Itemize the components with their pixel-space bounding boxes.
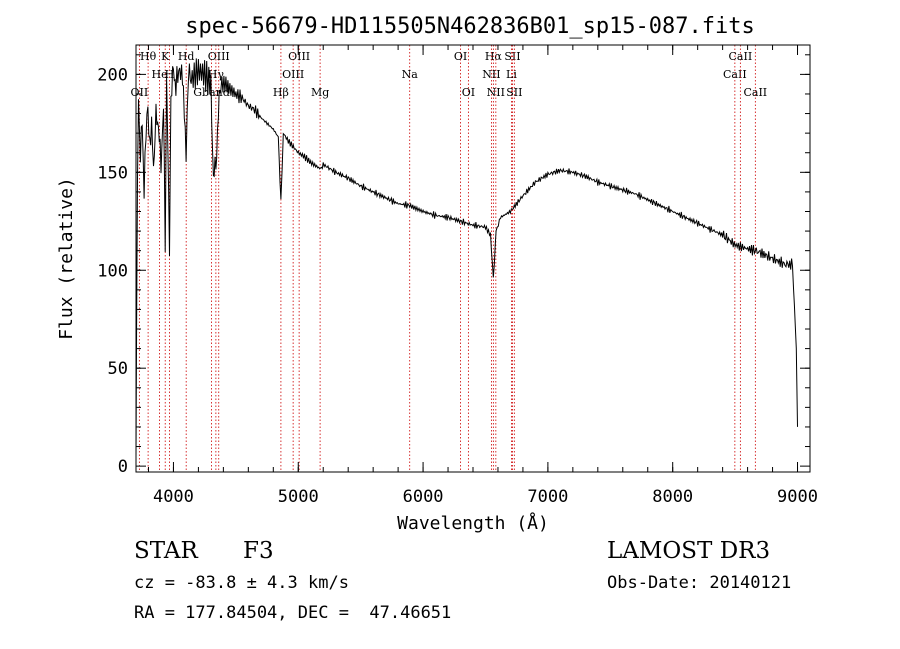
spectral-line-markers: Hθ K HdOIIHeHGbandOIIIHγHβOIIIOIIIMgNaOIOI…	[131, 45, 767, 472]
line-label-11: OIII	[288, 50, 310, 63]
redshift-velocity: cz = -83.8 ± 4.3 km/s	[134, 573, 349, 593]
line-label-18: NII	[487, 86, 505, 99]
line-label-0: Hθ	[140, 50, 157, 63]
flux-line	[135, 58, 798, 457]
axes: 4000 5000 6000 7000 8000 9000 0 50 100 150 200	[97, 45, 818, 507]
y-tick-label-3: 150	[97, 163, 128, 183]
line-label-24: CaII	[743, 86, 767, 99]
line-label-2: Hd	[178, 50, 195, 63]
line-label-9: Hβ	[273, 86, 289, 99]
x-axis-label: Wavelength (Å)	[397, 512, 549, 534]
x-tick-label-0: 4000	[153, 487, 194, 507]
line-label-8: Hγ	[208, 68, 225, 81]
line-label-4: He	[152, 68, 168, 81]
line-label-3: OII	[131, 86, 149, 99]
line-label-12: Mg	[311, 86, 329, 99]
survey-name: LAMOST DR3	[607, 538, 771, 564]
line-label-14: OI	[454, 50, 467, 63]
object-subclass: F3	[243, 538, 274, 564]
x-tick-label-3: 7000	[527, 487, 568, 507]
x-tick-label-1: 5000	[278, 487, 319, 507]
line-label-19: SII	[504, 50, 520, 63]
x-tick-label-5: 9000	[777, 487, 818, 507]
plot-frame	[135, 44, 811, 473]
line-label-21: SII	[506, 86, 522, 99]
line-label-17: NII	[482, 68, 500, 81]
line-label-1: K	[161, 50, 170, 63]
line-label-13: Na	[402, 68, 419, 81]
object-class: STAR	[134, 538, 198, 564]
line-label-20: Li	[506, 68, 517, 81]
flux-series	[135, 58, 798, 457]
chart-title: spec-56679-HD115505N462836B01_sp15-087.f…	[185, 14, 755, 39]
coordinates: RA = 177.84504, DEC = 47.46651	[134, 603, 452, 623]
y-tick-label-4: 200	[97, 65, 128, 85]
x-tick-label-4: 8000	[652, 487, 693, 507]
y-tick-label-0: 0	[118, 457, 128, 477]
line-label-16: Hα	[485, 50, 503, 63]
line-label-22: CaII	[723, 68, 747, 81]
y-axis-label: Flux (relative)	[56, 177, 77, 340]
y-tick-label-2: 100	[97, 261, 128, 281]
y-tick-label-1: 50	[108, 359, 128, 379]
observation-date: Obs-Date: 20140121	[607, 573, 792, 593]
line-label-15: OI	[462, 86, 475, 99]
line-label-7: OIII	[208, 50, 230, 63]
line-label-10: OIII	[282, 68, 304, 81]
line-label-5: H	[165, 68, 175, 81]
x-tick-label-2: 6000	[403, 487, 444, 507]
line-label-23: CaII	[729, 50, 753, 63]
